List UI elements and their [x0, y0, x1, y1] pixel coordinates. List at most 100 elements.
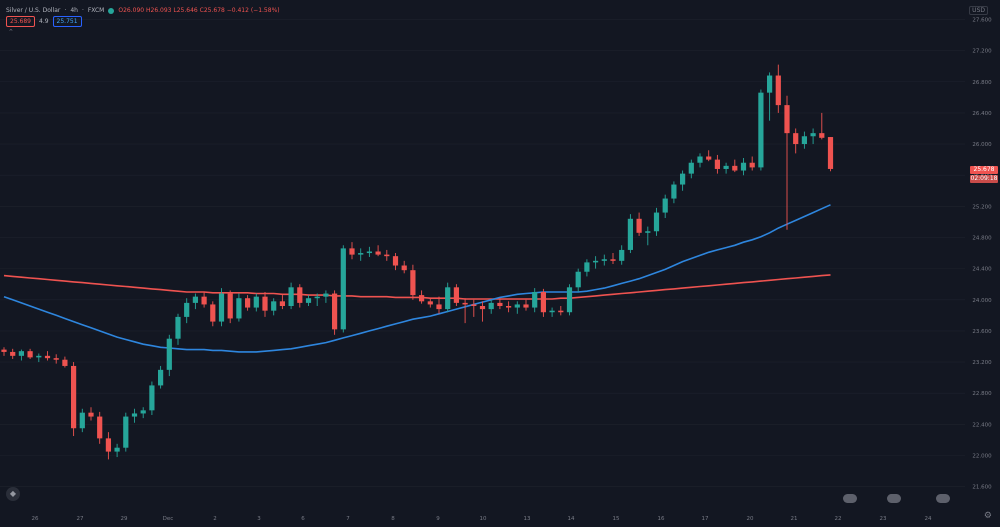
candle[interactable]	[349, 242, 355, 260]
candle[interactable]	[401, 260, 407, 274]
candle[interactable]	[732, 159, 738, 173]
candle[interactable]	[358, 248, 364, 261]
candle[interactable]	[305, 295, 312, 306]
candle[interactable]	[192, 293, 198, 310]
candle[interactable]	[279, 295, 285, 310]
candle[interactable]	[488, 299, 494, 314]
candle[interactable]	[253, 293, 259, 312]
candle[interactable]	[236, 293, 242, 322]
candle[interactable]	[653, 207, 660, 236]
candle[interactable]	[610, 253, 616, 264]
candle[interactable]	[88, 407, 94, 421]
candle[interactable]	[392, 253, 399, 271]
candle[interactable]	[645, 226, 651, 246]
candle[interactable]	[619, 245, 625, 265]
candle[interactable]	[262, 291, 268, 317]
candle[interactable]	[453, 284, 459, 306]
candle[interactable]	[758, 89, 764, 171]
candle[interactable]	[793, 128, 799, 154]
candle[interactable]	[601, 254, 607, 266]
symbol-name[interactable]: Silver / U.S. Dollar	[6, 7, 61, 14]
candle[interactable]	[218, 288, 225, 327]
candle[interactable]	[245, 295, 251, 311]
candle[interactable]	[549, 307, 555, 317]
indicator-row[interactable]: 25.689 4.9 25.751	[6, 16, 280, 27]
candle[interactable]	[627, 214, 633, 254]
candle[interactable]	[384, 249, 390, 261]
candle[interactable]	[149, 381, 155, 416]
candle[interactable]	[523, 299, 529, 311]
candle[interactable]	[314, 293, 320, 306]
candle[interactable]	[506, 301, 512, 313]
currency-label[interactable]: USD	[969, 6, 988, 15]
candle[interactable]	[566, 284, 573, 316]
candle[interactable]	[575, 268, 581, 292]
candle[interactable]	[62, 356, 68, 368]
candle[interactable]	[105, 432, 111, 460]
candle[interactable]	[497, 298, 503, 310]
candle[interactable]	[158, 365, 164, 389]
candle[interactable]	[445, 282, 451, 313]
candle[interactable]	[97, 411, 103, 444]
candle[interactable]	[419, 290, 425, 304]
candle[interactable]	[767, 72, 773, 121]
settings-gear-icon[interactable]: ⚙	[983, 511, 992, 521]
candle[interactable]	[332, 290, 338, 335]
event-marker-icon[interactable]	[843, 494, 857, 503]
candle[interactable]	[784, 95, 790, 230]
indicator-1-value[interactable]: 25.689	[6, 16, 35, 27]
candle[interactable]	[166, 334, 172, 377]
candle[interactable]	[340, 245, 346, 333]
candle[interactable]	[819, 112, 825, 140]
candle[interactable]	[44, 351, 51, 361]
candle[interactable]	[749, 156, 755, 171]
candle[interactable]	[36, 353, 42, 363]
candle[interactable]	[366, 246, 372, 257]
candlestick-series[interactable]	[1, 64, 834, 460]
candle[interactable]	[706, 150, 712, 162]
candle[interactable]	[714, 154, 720, 174]
candle[interactable]	[18, 349, 24, 361]
candle[interactable]	[740, 158, 747, 176]
candle[interactable]	[584, 259, 590, 277]
collapse-legend-icon[interactable]: ⌃	[8, 28, 14, 36]
candle[interactable]	[479, 301, 486, 322]
candle[interactable]	[801, 131, 807, 149]
candle[interactable]	[723, 162, 729, 174]
candle[interactable]	[175, 313, 181, 345]
event-marker-icon[interactable]	[887, 494, 901, 503]
candle[interactable]	[201, 291, 207, 308]
candle[interactable]	[558, 306, 564, 316]
candle[interactable]	[593, 256, 599, 269]
candle[interactable]	[1, 347, 7, 356]
candle[interactable]	[375, 245, 381, 257]
candle[interactable]	[71, 362, 77, 437]
candle[interactable]	[671, 181, 677, 204]
candle[interactable]	[27, 348, 33, 359]
candle[interactable]	[436, 296, 442, 314]
candle[interactable]	[288, 282, 294, 310]
candle[interactable]	[114, 443, 120, 458]
candle[interactable]	[462, 298, 468, 324]
candle[interactable]	[79, 408, 85, 433]
candle[interactable]	[471, 299, 477, 317]
candle[interactable]	[540, 288, 546, 317]
candle[interactable]	[410, 264, 416, 300]
interval-label[interactable]: 4h	[70, 7, 78, 14]
candle[interactable]	[662, 194, 668, 219]
candle[interactable]	[227, 290, 233, 324]
candle[interactable]	[810, 128, 816, 145]
candle[interactable]	[10, 348, 16, 359]
candle[interactable]	[184, 298, 190, 324]
candle[interactable]	[123, 412, 129, 452]
candle[interactable]	[827, 137, 834, 172]
candle[interactable]	[53, 354, 59, 364]
tradingview-logo-icon[interactable]: ◆	[6, 487, 20, 501]
candle[interactable]	[140, 407, 146, 419]
candle[interactable]	[297, 284, 303, 308]
event-marker-icon[interactable]	[936, 494, 950, 503]
time-axis[interactable]: 26 27 29 Dec 2 3 6 7 8 9 10 13 14 15 16 17 20 21 22 23 24	[32, 516, 932, 522]
indicator-2-value[interactable]: 25.751	[52, 16, 82, 27]
candle[interactable]	[688, 159, 694, 179]
